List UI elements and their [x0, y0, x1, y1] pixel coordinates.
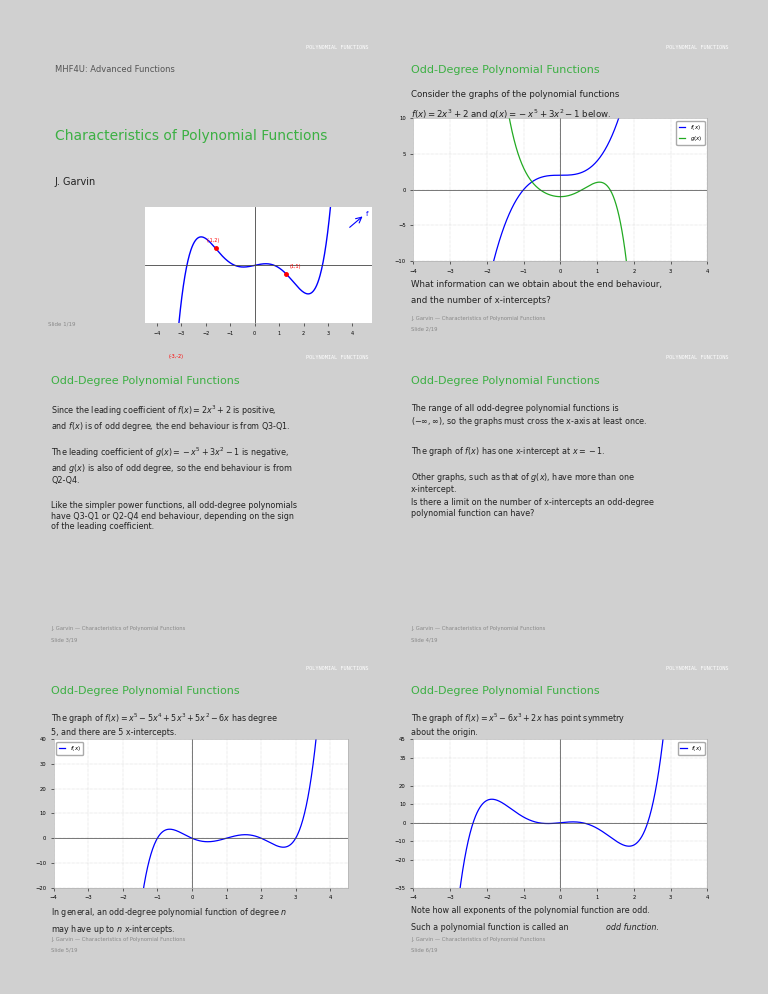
Text: POLYNOMIAL FUNCTIONS: POLYNOMIAL FUNCTIONS	[666, 356, 728, 361]
Text: Like the simpler power functions, all odd-degree polynomials
have Q3-Q1 or Q2-Q4: Like the simpler power functions, all od…	[51, 501, 297, 531]
Text: (-1,2): (-1,2)	[207, 238, 220, 243]
Text: The leading coefficient of $g(x) = -x^5 + 3x^2 - 1$ is negative,
and $g(x)$ is a: The leading coefficient of $g(x) = -x^5 …	[51, 445, 293, 485]
Text: odd function.: odd function.	[606, 922, 659, 931]
Text: POLYNOMIAL FUNCTIONS: POLYNOMIAL FUNCTIONS	[306, 45, 369, 50]
Text: Note how all exponents of the polynomial function are odd.: Note how all exponents of the polynomial…	[411, 907, 650, 915]
Text: Consider the graphs of the polynomial functions: Consider the graphs of the polynomial fu…	[411, 90, 619, 99]
Text: Odd-Degree Polynomial Functions: Odd-Degree Polynomial Functions	[51, 376, 240, 386]
Text: Slide 1/19: Slide 1/19	[48, 322, 75, 327]
Text: POLYNOMIAL FUNCTIONS: POLYNOMIAL FUNCTIONS	[306, 356, 369, 361]
Text: Odd-Degree Polynomial Functions: Odd-Degree Polynomial Functions	[411, 687, 600, 697]
Text: (-3,-2): (-3,-2)	[169, 354, 184, 359]
Text: Is there a limit on the number of x-intercepts an odd-degree
polynomial function: Is there a limit on the number of x-inte…	[411, 498, 654, 518]
Text: f: f	[366, 211, 369, 217]
Text: 5, and there are 5 x-intercepts.: 5, and there are 5 x-intercepts.	[51, 729, 177, 738]
Text: POLYNOMIAL FUNCTIONS: POLYNOMIAL FUNCTIONS	[306, 666, 369, 671]
Text: Slide 4/19: Slide 4/19	[411, 637, 437, 642]
Text: MHF4U: Advanced Functions: MHF4U: Advanced Functions	[55, 66, 174, 75]
Text: Slide 2/19: Slide 2/19	[411, 327, 437, 332]
Text: J. Garvin — Characteristics of Polynomial Functions: J. Garvin — Characteristics of Polynomia…	[411, 316, 545, 321]
Text: J. Garvin — Characteristics of Polynomial Functions: J. Garvin — Characteristics of Polynomia…	[411, 626, 545, 631]
Text: The graph of $f(x) = x^5 - 6x^3 + 2x$ has point symmetry: The graph of $f(x) = x^5 - 6x^3 + 2x$ ha…	[411, 712, 625, 726]
Text: Other graphs, such as that of $g(x)$, have more than one
x-intercept.: Other graphs, such as that of $g(x)$, ha…	[411, 470, 635, 494]
Text: Since the leading coefficient of $f(x) = 2x^3 + 2$ is positive,
and $f(x)$ is of: Since the leading coefficient of $f(x) =…	[51, 404, 290, 433]
Text: and the number of x-intercepts?: and the number of x-intercepts?	[411, 296, 551, 305]
Text: J. Garvin: J. Garvin	[55, 177, 96, 187]
Text: Characteristics of Polynomial Functions: Characteristics of Polynomial Functions	[55, 129, 327, 143]
Text: Slide 6/19: Slide 6/19	[411, 948, 437, 953]
Legend: $f(x)$, $g(x)$: $f(x)$, $g(x)$	[677, 121, 704, 145]
Text: Such a polynomial function is called an: Such a polynomial function is called an	[411, 922, 571, 931]
Legend: $f(x)$: $f(x)$	[678, 742, 704, 755]
Text: POLYNOMIAL FUNCTIONS: POLYNOMIAL FUNCTIONS	[666, 45, 728, 50]
Text: Odd-Degree Polynomial Functions: Odd-Degree Polynomial Functions	[411, 66, 600, 76]
Text: Slide 3/19: Slide 3/19	[51, 637, 78, 642]
Text: $f(x) = 2x^3 + 2$ and $g(x) = -x^5 + 3x^2 - 1$ below.: $f(x) = 2x^3 + 2$ and $g(x) = -x^5 + 3x^…	[411, 107, 611, 121]
Text: J. Garvin — Characteristics of Polynomial Functions: J. Garvin — Characteristics of Polynomia…	[51, 936, 185, 941]
Text: Odd-Degree Polynomial Functions: Odd-Degree Polynomial Functions	[411, 376, 600, 386]
Text: POLYNOMIAL FUNCTIONS: POLYNOMIAL FUNCTIONS	[666, 666, 728, 671]
Text: about the origin.: about the origin.	[411, 729, 478, 738]
Text: The graph of $f(x) = x^5 - 5x^4 + 5x^3 + 5x^2 - 6x$ has degree: The graph of $f(x) = x^5 - 5x^4 + 5x^3 +…	[51, 712, 278, 726]
Text: The range of all odd-degree polynomial functions is
$(-\infty, \infty)$, so the : The range of all odd-degree polynomial f…	[411, 404, 647, 427]
Text: J. Garvin — Characteristics of Polynomial Functions: J. Garvin — Characteristics of Polynomia…	[51, 626, 185, 631]
Text: (1,1): (1,1)	[290, 263, 302, 268]
Text: In general, an odd-degree polynomial function of degree $n$: In general, an odd-degree polynomial fun…	[51, 907, 287, 919]
Text: J. Garvin — Characteristics of Polynomial Functions: J. Garvin — Characteristics of Polynomia…	[411, 936, 545, 941]
Text: The graph of $f(x)$ has one x-intercept at $x = -1$.: The graph of $f(x)$ has one x-intercept …	[411, 445, 605, 458]
Text: may have up to $n$ x-intercepts.: may have up to $n$ x-intercepts.	[51, 922, 176, 935]
Text: What information can we obtain about the end behaviour,: What information can we obtain about the…	[411, 279, 662, 288]
Text: Odd-Degree Polynomial Functions: Odd-Degree Polynomial Functions	[51, 687, 240, 697]
Text: Slide 5/19: Slide 5/19	[51, 948, 78, 953]
Legend: $f(x)$: $f(x)$	[57, 742, 83, 755]
